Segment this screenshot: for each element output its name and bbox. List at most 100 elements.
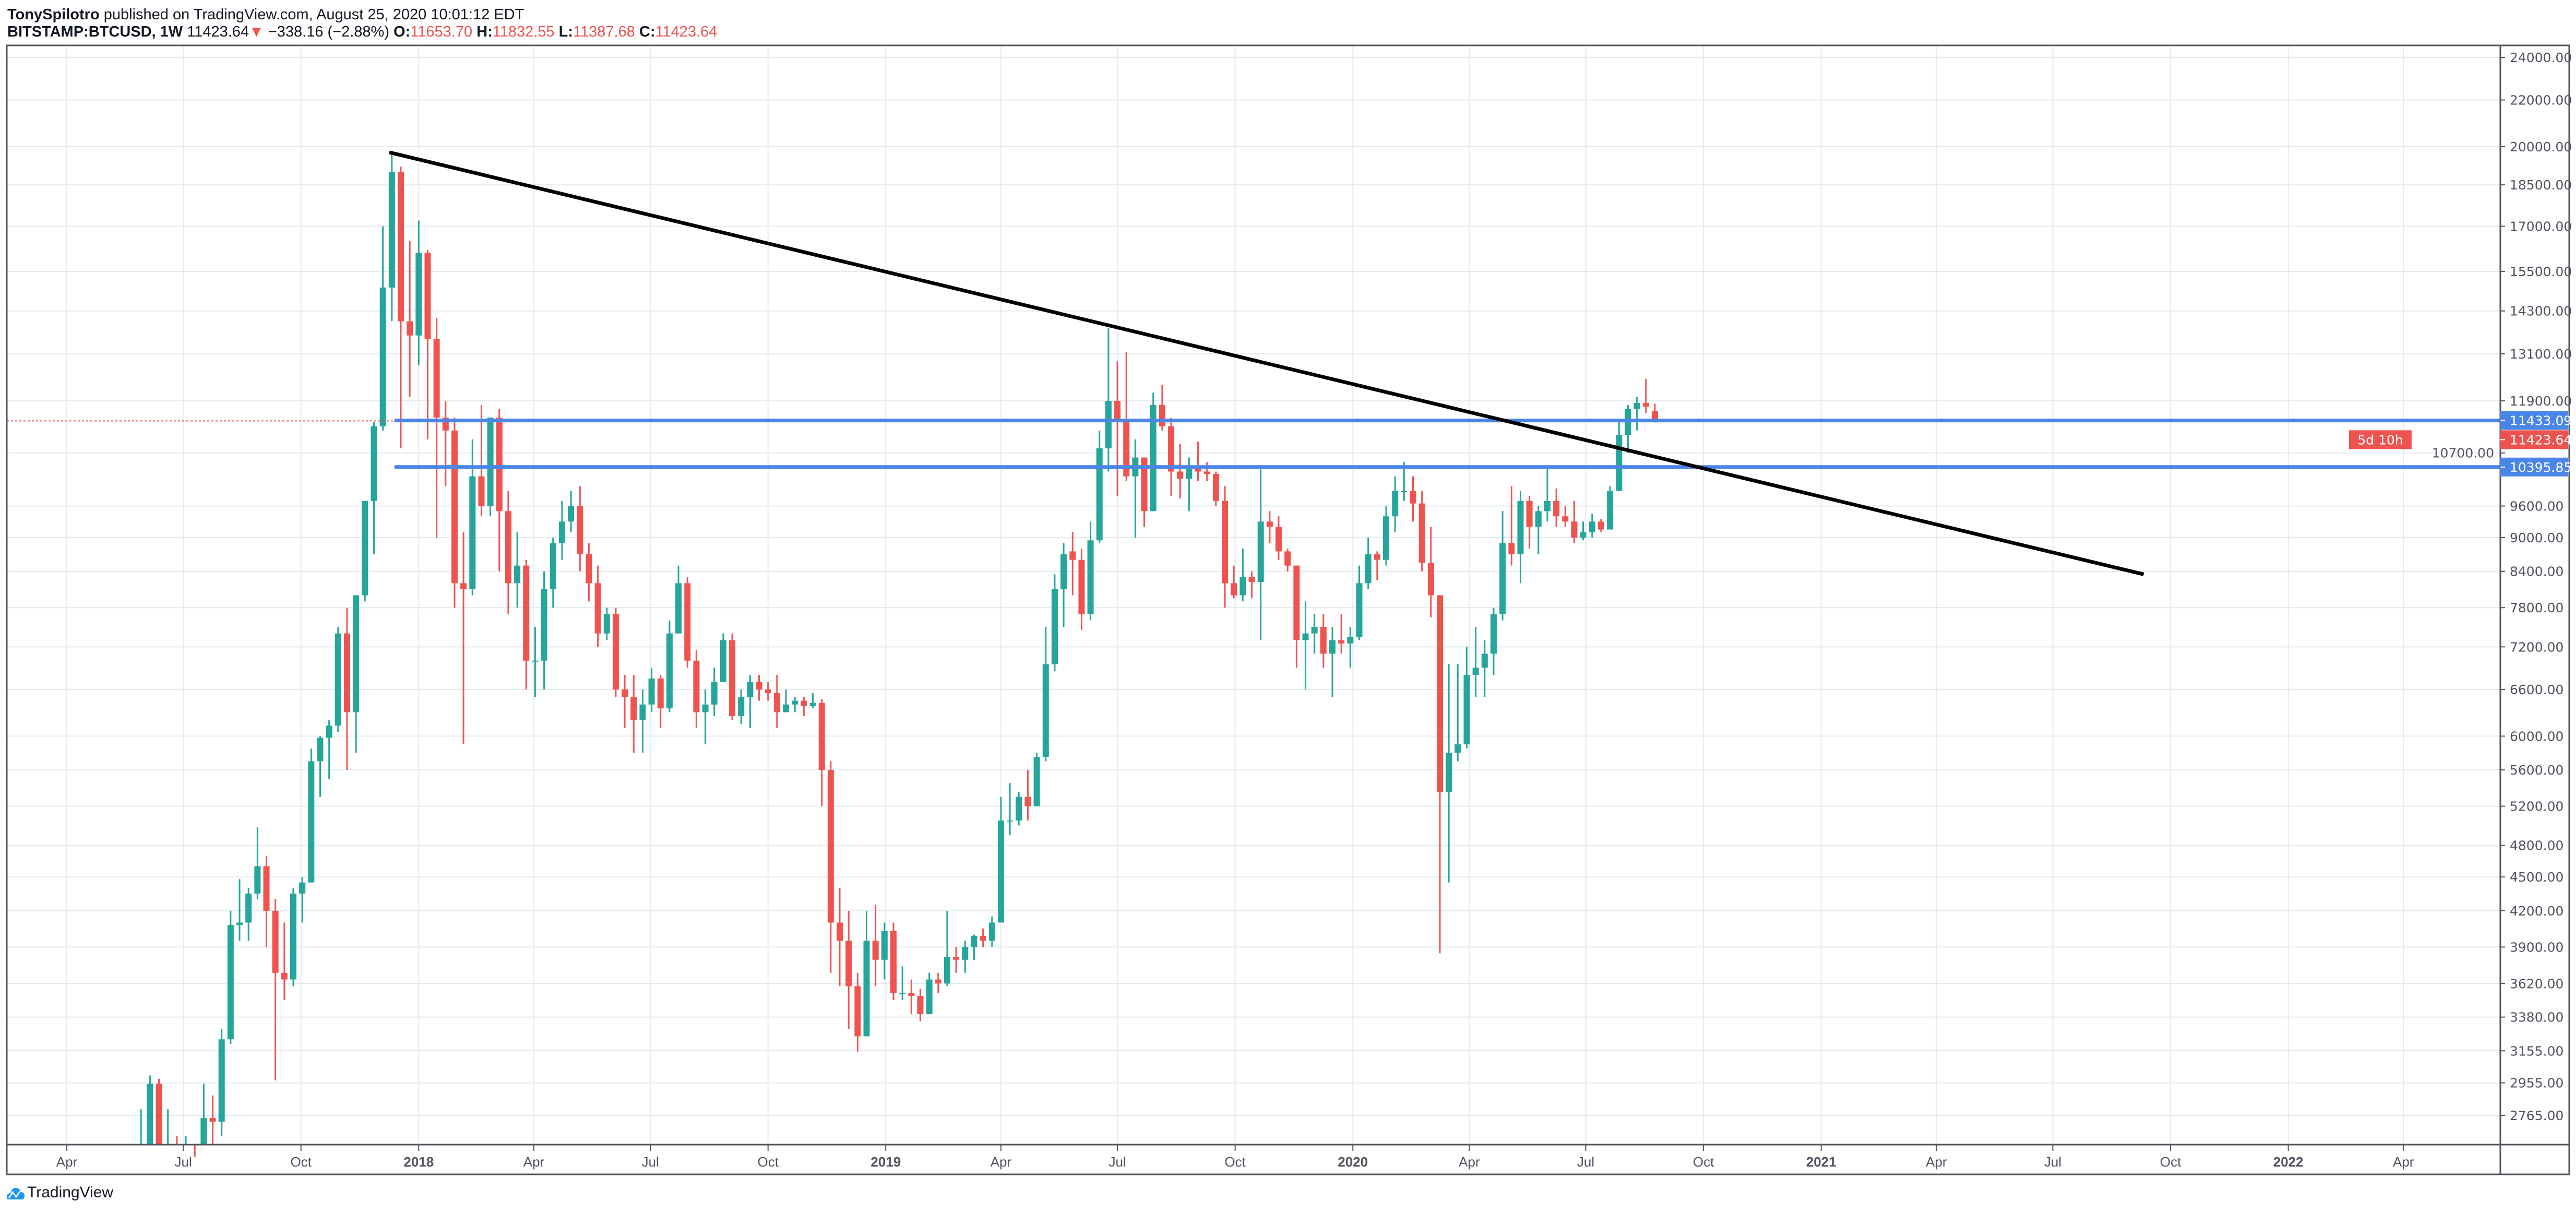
candle-body [308, 761, 315, 883]
candle-body [1553, 501, 1560, 517]
candle-body [1203, 471, 1210, 474]
tradingview-logo[interactable]: TradingView [6, 1184, 113, 1202]
candle [1499, 511, 1506, 621]
candle-body [1069, 551, 1076, 560]
candle-body [1222, 501, 1229, 584]
candle-body [236, 922, 243, 925]
candle-body [837, 922, 843, 941]
candle-body [541, 589, 547, 661]
candle [469, 439, 476, 596]
candle-body [1580, 532, 1587, 538]
candle-body [1365, 554, 1372, 584]
candle [1222, 486, 1229, 608]
candle [594, 565, 601, 647]
candle-body [1159, 405, 1165, 426]
candle [218, 1029, 225, 1136]
candle-body [1105, 401, 1112, 449]
price-tick-label: 2765.00 [2510, 1108, 2563, 1123]
time-tick-label: Oct [1693, 1154, 1714, 1170]
candle [720, 633, 726, 682]
candle [577, 486, 583, 572]
drawings[interactable] [7, 150, 2500, 576]
candle-body [720, 640, 726, 682]
candle [1642, 378, 1649, 413]
candle-body [962, 947, 969, 960]
candle-body [622, 689, 628, 697]
candle-body [944, 957, 950, 984]
candle [1141, 457, 1148, 527]
price-tick-label: 4800.00 [2510, 838, 2563, 853]
price-tick-label: 10700.00 [2432, 446, 2494, 461]
time-tick-label: Apr [523, 1154, 545, 1170]
candle [1087, 521, 1094, 621]
candle [988, 917, 995, 947]
candle-body [487, 418, 494, 506]
candle-body [209, 1118, 216, 1122]
candle-body [1490, 614, 1497, 654]
candle-body [1141, 457, 1148, 512]
candle-body [353, 595, 360, 712]
candle-body [1338, 640, 1345, 644]
candle-body [1374, 554, 1380, 560]
candle [586, 543, 592, 602]
candle [326, 720, 332, 779]
candle [1302, 601, 1309, 689]
author-name[interactable]: TonySpilotro [7, 6, 100, 23]
trend-line[interactable] [389, 150, 2144, 576]
candle [684, 577, 691, 668]
candle-body [711, 682, 718, 705]
publish-info: TonySpilotro published on TradingView.co… [7, 6, 524, 23]
candle [1033, 753, 1040, 806]
candle-body [299, 882, 306, 894]
candle-body [1401, 491, 1408, 492]
candle [1580, 521, 1587, 541]
price-label-text: 10395.85 [2510, 460, 2572, 475]
candle-body [1051, 589, 1058, 664]
candle [335, 627, 341, 732]
candle [980, 929, 986, 947]
candle-body [1123, 422, 1130, 477]
candle-body [1212, 474, 1219, 501]
candle-body [272, 910, 279, 973]
candle-body [1007, 820, 1013, 822]
candle [1418, 491, 1425, 572]
candle-body [1320, 627, 1327, 654]
candle [845, 910, 852, 1029]
price-tick-label: 14300.00 [2510, 304, 2572, 319]
candle [532, 627, 539, 697]
chart-frame [6, 44, 2570, 1175]
candle [514, 532, 521, 608]
candle-body [1060, 554, 1067, 589]
candle [353, 595, 360, 753]
candle-body [1454, 744, 1461, 753]
candle [890, 922, 897, 1000]
candle-body [254, 866, 261, 894]
candle-body [577, 506, 583, 554]
candle-body [1257, 521, 1264, 582]
candle-body [1042, 664, 1049, 757]
candle-body [1597, 521, 1604, 530]
candle-body [200, 1118, 207, 1145]
candle [1544, 467, 1551, 522]
candle [1132, 439, 1139, 538]
candle [1177, 444, 1184, 498]
candle-body [890, 931, 897, 993]
candle-body [1150, 405, 1156, 512]
candle [460, 532, 467, 745]
candle-body [335, 633, 341, 726]
candle [254, 827, 261, 899]
candles [140, 154, 1658, 1157]
candle [1284, 549, 1291, 572]
candle [1231, 565, 1237, 599]
candle [388, 154, 395, 322]
price-tick-label: 9000.00 [2510, 530, 2563, 545]
candle-body [550, 543, 556, 589]
candle-body [290, 893, 297, 980]
time-tick-label: Apr [1926, 1154, 1947, 1170]
candle [765, 682, 771, 701]
candle [1078, 549, 1085, 631]
candle-body [908, 993, 915, 996]
candle [568, 491, 575, 532]
candle [541, 571, 547, 689]
